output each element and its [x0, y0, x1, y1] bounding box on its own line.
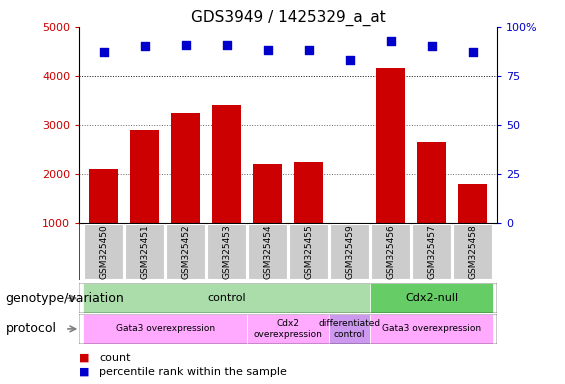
Text: GSM325456: GSM325456: [386, 224, 395, 279]
Title: GDS3949 / 1425329_a_at: GDS3949 / 1425329_a_at: [191, 9, 385, 25]
Text: genotype/variation: genotype/variation: [6, 292, 124, 305]
FancyBboxPatch shape: [248, 224, 288, 279]
FancyBboxPatch shape: [329, 314, 370, 344]
FancyBboxPatch shape: [412, 224, 451, 279]
FancyBboxPatch shape: [289, 224, 328, 279]
Point: [140, 43, 149, 50]
Point: [99, 49, 108, 55]
Text: ■: ■: [79, 353, 90, 363]
Bar: [212, 105, 241, 272]
Bar: [376, 68, 405, 272]
Text: GSM325459: GSM325459: [345, 224, 354, 279]
Bar: [131, 130, 159, 272]
FancyBboxPatch shape: [453, 224, 492, 279]
Text: percentile rank within the sample: percentile rank within the sample: [99, 367, 287, 377]
Bar: [89, 169, 118, 272]
Bar: [418, 142, 446, 272]
Text: differentiated
control: differentiated control: [319, 319, 381, 339]
Text: GSM325454: GSM325454: [263, 224, 272, 279]
FancyBboxPatch shape: [370, 283, 493, 313]
FancyBboxPatch shape: [166, 224, 205, 279]
Point: [386, 38, 395, 44]
FancyBboxPatch shape: [330, 224, 370, 279]
Text: Cdx2
overexpression: Cdx2 overexpression: [254, 319, 323, 339]
Text: GSM325451: GSM325451: [140, 224, 149, 279]
Text: GSM325455: GSM325455: [304, 224, 313, 279]
Text: GSM325452: GSM325452: [181, 224, 190, 279]
Bar: [253, 164, 282, 272]
Bar: [335, 267, 364, 272]
Point: [263, 47, 272, 53]
Text: control: control: [207, 293, 246, 303]
FancyBboxPatch shape: [370, 314, 493, 344]
Point: [304, 47, 313, 53]
Point: [345, 57, 354, 63]
Point: [427, 43, 436, 50]
FancyBboxPatch shape: [83, 314, 247, 344]
Point: [468, 49, 477, 55]
Text: protocol: protocol: [6, 323, 57, 335]
Text: GSM325453: GSM325453: [222, 224, 231, 279]
FancyBboxPatch shape: [371, 224, 410, 279]
Bar: [458, 184, 487, 272]
FancyBboxPatch shape: [247, 314, 329, 344]
Text: GSM325450: GSM325450: [99, 224, 108, 279]
Point: [181, 41, 190, 48]
FancyBboxPatch shape: [83, 283, 370, 313]
Point: [222, 41, 231, 48]
FancyBboxPatch shape: [84, 224, 123, 279]
Text: Cdx2-null: Cdx2-null: [405, 293, 458, 303]
Bar: [294, 162, 323, 272]
Bar: [171, 113, 200, 272]
FancyBboxPatch shape: [125, 224, 164, 279]
Text: ■: ■: [79, 367, 90, 377]
Text: GSM325457: GSM325457: [427, 224, 436, 279]
Text: Gata3 overexpression: Gata3 overexpression: [116, 324, 215, 333]
FancyBboxPatch shape: [207, 224, 246, 279]
Text: Gata3 overexpression: Gata3 overexpression: [382, 324, 481, 333]
Text: count: count: [99, 353, 131, 363]
Text: GSM325458: GSM325458: [468, 224, 477, 279]
